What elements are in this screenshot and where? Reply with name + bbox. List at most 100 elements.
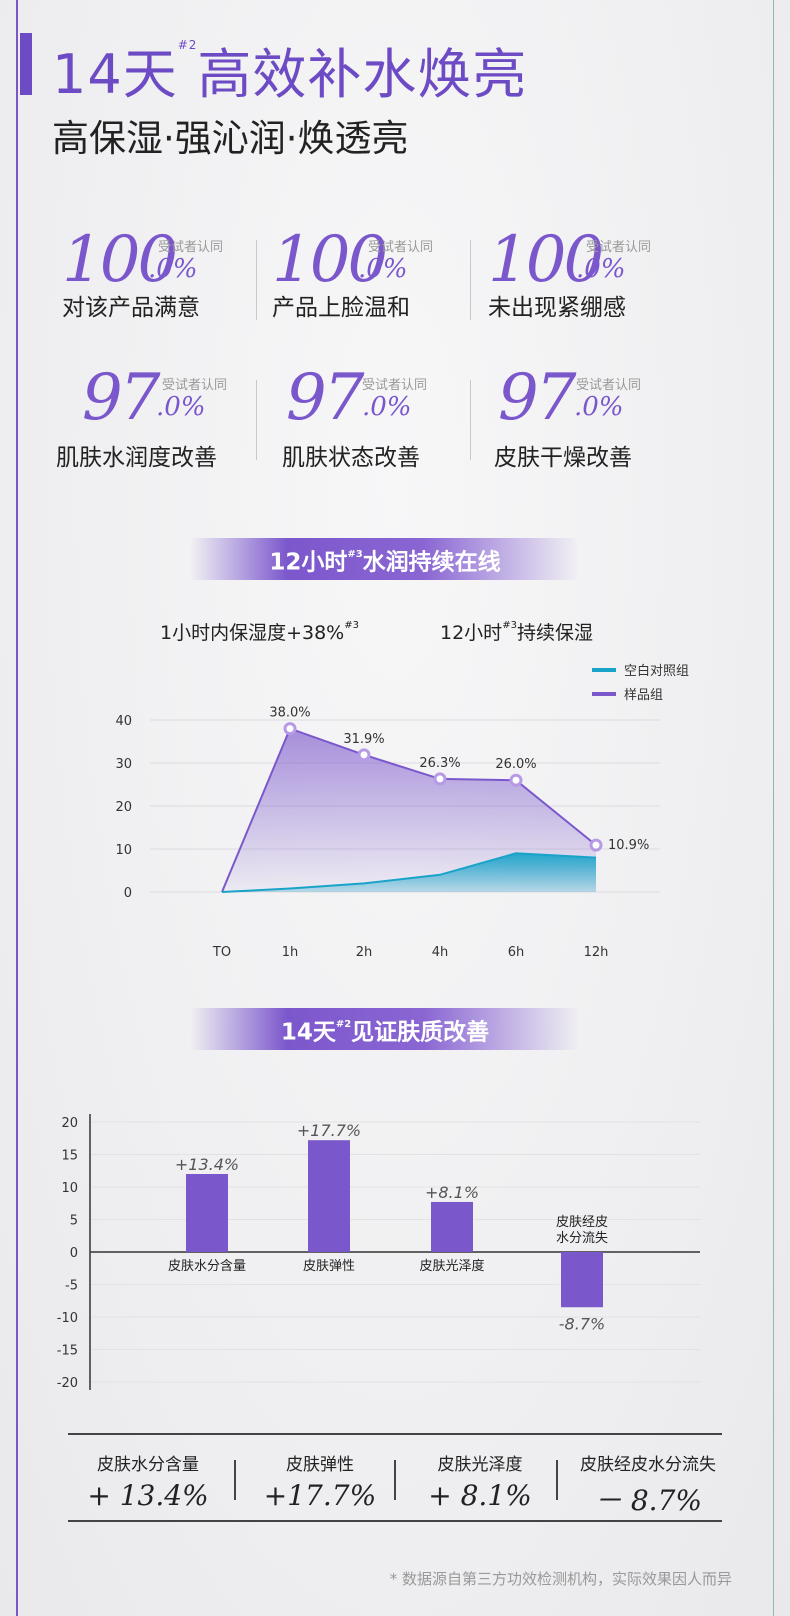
x-tick-label: TO (212, 945, 231, 960)
stat-desc: 肌肤水润度改善 (56, 445, 217, 471)
stat-card: 100 .0% 受试者认同 对该产品满意 (62, 228, 272, 338)
stat-note: 受试者认同 (576, 378, 642, 393)
summary-item: 皮肤光泽度 + 8.1% (400, 1450, 560, 1512)
summary-item: 皮肤经皮水分流失 － 8.7% (566, 1450, 730, 1519)
stat-value: 100 (272, 223, 388, 297)
y-tick-label: 20 (61, 1116, 78, 1131)
section-banner-12h: 12小时#3水润持续在线 (190, 538, 580, 580)
summary-item: 皮肤水分含量 + 13.4% (68, 1450, 228, 1512)
data-label: 31.9% (343, 732, 384, 747)
x-tick-label: 2h (356, 945, 373, 960)
bar-category-label: 水分流失 (556, 1231, 608, 1246)
sample-point (433, 772, 447, 786)
page-title: 14天#2高效补水焕亮 (52, 38, 528, 106)
summary-value: + 8.1% (428, 1479, 532, 1512)
hydration-area-chart: 0 10 20 30 40 TO 1h 2h 4h 6h 12h 38.0% 31.9% 26.3% 2… (115, 663, 689, 960)
stat-desc: 肌肤状态改善 (282, 445, 420, 471)
summary-divider (394, 1460, 396, 1500)
bar-category-label: 皮肤光泽度 (419, 1258, 484, 1274)
bar (431, 1201, 473, 1252)
stat-desc: 皮肤干燥改善 (494, 445, 632, 471)
summary-top-line (68, 1433, 722, 1435)
y-tick-label: 10 (61, 1181, 78, 1196)
summary-divider (556, 1460, 558, 1500)
stat-card: 97 .0% 受试者认同 肌肤状态改善 (282, 366, 492, 476)
y-tick-label: 10 (115, 843, 132, 858)
x-tick-label: 4h (432, 945, 449, 960)
stat-card: 97 .0% 受试者认同 肌肤水润度改善 (56, 366, 266, 476)
y-tick-label: 0 (124, 886, 132, 901)
bar-value-label: -8.7% (559, 1314, 605, 1333)
bar-value-label: +17.7% (297, 1121, 361, 1140)
y-tick-label: 5 (70, 1214, 78, 1229)
stat-divider (256, 240, 257, 320)
data-label: 10.9% (608, 838, 649, 853)
summary-label: 皮肤光泽度 (437, 1455, 523, 1475)
stat-decimal: .0% (576, 254, 626, 284)
legend-swatch-sample (592, 692, 616, 696)
summary-item: 皮肤弹性 +17.7% (240, 1450, 400, 1512)
legend-label-control: 空白对照组 (624, 663, 689, 679)
legend-label-sample: 样品组 (624, 688, 663, 703)
summary-label: 皮肤弹性 (286, 1455, 354, 1475)
stat-value: 100 (488, 223, 604, 297)
caption-1h: 1小时内保湿度+38%#3 (160, 619, 359, 644)
bar (186, 1174, 228, 1252)
section-banner-14d: 14天#2见证肤质改善 (190, 1008, 580, 1050)
x-tick-label: 1h (282, 945, 299, 960)
sample-point (509, 773, 523, 787)
stat-desc: 产品上脸温和 (272, 295, 410, 321)
footnote: * 数据源自第三方功效检测机构，实际效果因人而异 (389, 1570, 732, 1588)
bar-value-label: +8.1% (425, 1183, 479, 1202)
title-accent-bar (20, 33, 32, 95)
stat-decimal: .0% (574, 392, 624, 422)
stat-value: 97 (498, 361, 576, 435)
data-label: 26.0% (495, 757, 536, 772)
y-tick-label: -15 (57, 1344, 78, 1359)
summary-divider (234, 1460, 236, 1500)
y-tick-label: -10 (57, 1311, 78, 1326)
stat-note: 受试者认同 (362, 378, 428, 393)
data-label: 26.3% (419, 756, 460, 771)
summary-bottom-line (68, 1520, 722, 1522)
stat-divider (256, 380, 257, 460)
bar (561, 1252, 603, 1308)
stat-decimal: .0% (156, 392, 206, 422)
summary-value: +17.7% (263, 1479, 377, 1512)
data-label: 38.0% (269, 706, 310, 721)
stat-desc: 未出现紧绷感 (488, 295, 626, 321)
y-tick-label: 0 (70, 1246, 78, 1261)
sample-point (283, 722, 297, 736)
stat-desc: 对该产品满意 (62, 295, 200, 321)
summary-label: 皮肤水分含量 (97, 1455, 199, 1475)
legend-swatch-control (592, 668, 616, 672)
bar (308, 1140, 350, 1252)
bar-category-label: 皮肤水分含量 (168, 1258, 246, 1274)
stat-value: 97 (82, 361, 160, 435)
stat-note: 受试者认同 (368, 240, 434, 255)
stat-card: 97 .0% 受试者认同 皮肤干燥改善 (494, 366, 704, 476)
control-line (221, 852, 597, 893)
stat-note: 受试者认同 (162, 378, 228, 393)
x-tick-label: 6h (508, 945, 525, 960)
stat-divider (470, 240, 471, 320)
sample-area (222, 728, 596, 892)
stat-decimal: .0% (148, 254, 198, 284)
stat-note: 受试者认同 (158, 240, 224, 255)
y-tick-label: 30 (115, 757, 132, 772)
skin-improvement-bar-chart: 20 15 10 5 0 -5 -10 -15 -20 +13.4% 皮肤水分含量 +17.7% 皮肤… (57, 1114, 700, 1391)
bar-value-label: +13.4% (175, 1155, 239, 1174)
stat-value: 97 (286, 361, 364, 435)
y-tick-label: -20 (57, 1376, 78, 1391)
x-tick-label: 12h (584, 945, 609, 960)
stat-card: 100 .0% 受试者认同 未出现紧绷感 (488, 228, 698, 338)
stat-decimal: .0% (358, 254, 408, 284)
page-subtitle: 高保湿·强沁润·焕透亮 (52, 117, 409, 160)
control-area (222, 853, 596, 892)
sample-line (221, 727, 597, 893)
summary-label: 皮肤经皮水分流失 (580, 1455, 716, 1475)
sample-point (357, 748, 371, 762)
stat-note: 受试者认同 (586, 240, 652, 255)
frame-right-line (773, 0, 774, 1616)
y-tick-label: 40 (115, 714, 132, 729)
